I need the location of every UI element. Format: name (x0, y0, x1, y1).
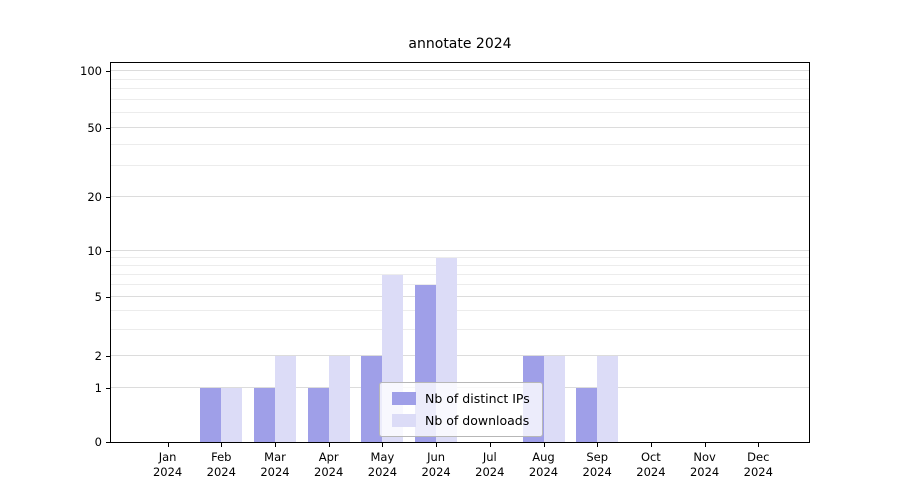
ytick-mark-2 (106, 355, 110, 357)
bar-nb-of-distinct-ips-may-2024 (361, 355, 383, 442)
xtick-label-apr-2024: Apr 2024 (314, 450, 344, 479)
xtick-label-mar-2024: Mar 2024 (260, 450, 290, 479)
xtick-label-dec-2024: Dec 2024 (743, 450, 773, 479)
plot-area: Nb of distinct IPs Nb of downloads (110, 62, 810, 443)
ytick-mark-10 (106, 250, 110, 252)
xtick-mark-feb-2024 (221, 443, 223, 447)
chart-title: annotate 2024 (408, 36, 512, 52)
xtick-label-may-2024: May 2024 (367, 450, 398, 479)
bar-nb-of-downloads-apr-2024 (328, 355, 350, 442)
xtick-mark-jun-2024 (436, 443, 438, 447)
xtick-mark-may-2024 (382, 443, 384, 447)
gridline-minor-9 (111, 256, 809, 258)
legend-item-nb-of-distinct-ips: Nb of distinct IPs (392, 391, 530, 406)
gridline-major-10 (111, 249, 809, 251)
bar-nb-of-distinct-ips-feb-2024 (200, 388, 222, 442)
gridline-minor-80 (111, 88, 809, 90)
bar-nb-of-distinct-ips-apr-2024 (307, 388, 329, 442)
gridline-minor-7 (111, 273, 809, 275)
bar-nb-of-distinct-ips-sep-2024 (576, 388, 598, 442)
ytick-label-5: 5 (94, 289, 102, 304)
xtick-label-jan-2024: Jan 2024 (152, 450, 183, 479)
ytick-label-20: 20 (87, 190, 102, 205)
gridline-minor-40 (111, 143, 809, 145)
gridline-major-50 (111, 126, 809, 128)
ytick-mark-50 (106, 127, 110, 129)
gridline-minor-4 (111, 310, 809, 312)
legend: Nb of distinct IPs Nb of downloads (379, 382, 543, 437)
gridline-minor-8 (111, 264, 809, 266)
ytick-mark-5 (106, 296, 110, 298)
gridline-major-100 (111, 69, 809, 71)
legend-label-nb-of-distinct-ips: Nb of distinct IPs (425, 391, 530, 406)
gridline-minor-70 (111, 99, 809, 101)
ytick-label-10: 10 (87, 243, 102, 258)
xtick-mark-nov-2024 (704, 443, 706, 447)
xtick-mark-oct-2024 (650, 443, 652, 447)
bar-nb-of-downloads-feb-2024 (221, 388, 243, 442)
xtick-label-sep-2024: Sep 2024 (582, 450, 612, 479)
bar-nb-of-distinct-ips-mar-2024 (254, 388, 275, 442)
xtick-mark-aug-2024 (543, 443, 545, 447)
gridline-minor-30 (111, 165, 809, 167)
gridline-minor-3 (111, 328, 809, 330)
bar-nb-of-downloads-sep-2024 (597, 355, 619, 442)
gridline-major-2 (111, 354, 809, 356)
xtick-mark-jan-2024 (167, 443, 169, 447)
gridline-minor-6 (111, 283, 809, 285)
xtick-mark-sep-2024 (597, 443, 599, 447)
gridline-minor-60 (111, 111, 809, 113)
ytick-mark-20 (106, 197, 110, 199)
xtick-label-nov-2024: Nov 2024 (689, 450, 720, 479)
ytick-label-100: 100 (80, 63, 102, 78)
legend-swatch-nb-of-distinct-ips (392, 392, 416, 405)
xtick-label-aug-2024: Aug 2024 (528, 450, 559, 479)
ytick-mark-1 (106, 388, 110, 390)
ytick-label-1: 1 (94, 381, 102, 396)
ytick-label-50: 50 (87, 120, 102, 135)
bar-nb-of-downloads-aug-2024 (543, 355, 565, 442)
xtick-mark-jul-2024 (489, 443, 491, 447)
legend-swatch-nb-of-downloads (392, 414, 416, 427)
xtick-mark-mar-2024 (275, 443, 276, 447)
xtick-label-feb-2024: Feb 2024 (206, 450, 236, 479)
ytick-label-0: 0 (94, 435, 102, 449)
ytick-mark-0 (106, 442, 110, 443)
xtick-label-oct-2024: Oct 2024 (636, 450, 666, 479)
gridline-minor-90 (111, 78, 809, 80)
gridline-major-5 (111, 295, 809, 297)
xtick-mark-apr-2024 (328, 443, 330, 447)
ytick-mark-100 (106, 70, 110, 72)
gridline-major-20 (111, 196, 809, 198)
xtick-label-jun-2024: Jun 2024 (421, 450, 451, 479)
legend-label-nb-of-downloads: Nb of downloads (425, 413, 530, 428)
xtick-label-jul-2024: Jul 2024 (475, 450, 505, 479)
bar-nb-of-downloads-mar-2024 (275, 355, 296, 442)
ytick-label-2: 2 (94, 348, 102, 363)
legend-item-nb-of-downloads: Nb of downloads (392, 413, 530, 428)
xtick-mark-dec-2024 (758, 443, 760, 447)
